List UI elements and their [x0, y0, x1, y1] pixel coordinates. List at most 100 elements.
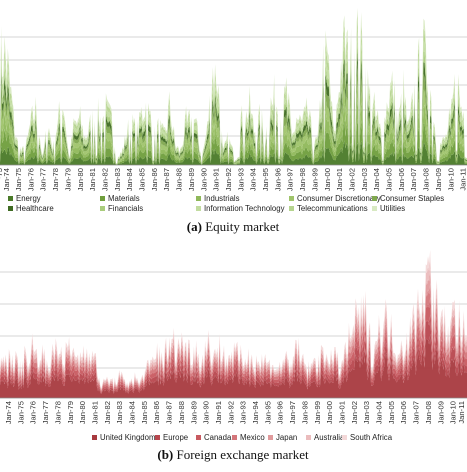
x-tick-label: Jan-09 [434, 168, 443, 191]
legend-swatch [232, 435, 237, 440]
x-tick-label: Jan-05 [385, 168, 394, 191]
x-tick-label: Jan-80 [76, 168, 85, 191]
caption-text: Foreign exchange market [173, 447, 309, 462]
x-tick-label: Jan-84 [125, 168, 134, 191]
legend-swatch [100, 196, 105, 201]
panel-caption: (a) Equity market [187, 219, 280, 234]
legend-item-label: Industrials [204, 194, 240, 203]
caption-letter: (b) [157, 447, 173, 462]
x-tick-label: Jan-98 [300, 401, 309, 424]
x-tick-label: Jan-81 [88, 168, 97, 191]
x-tick-label: Jan-92 [224, 168, 233, 191]
legend-swatch [342, 435, 347, 440]
x-tick-label: Jan-73 [0, 401, 1, 424]
legend-item-label: Japan [276, 433, 297, 442]
x-tick-label: Jan-01 [337, 401, 346, 424]
x-tick-label: Jan-08 [424, 401, 433, 424]
x-tick-label: Jan-00 [325, 401, 334, 424]
x-tick-label: Jan-94 [251, 401, 260, 424]
x-tick-label: Jan-79 [63, 168, 72, 191]
area-series-united-kingdom [0, 333, 467, 398]
x-tick-label: Jan-88 [175, 168, 184, 191]
x-tick-label: Jan-93 [239, 401, 248, 424]
x-tick-label: Jan-10 [446, 168, 455, 191]
legend-item-label: Financials [108, 204, 143, 213]
x-tick-label: Jan-93 [236, 168, 245, 191]
x-tick-label: Jan-79 [66, 401, 75, 424]
legend-swatch [155, 435, 160, 440]
x-tick-label: Jan-90 [202, 401, 211, 424]
x-tick-label: Jan-00 [323, 168, 332, 191]
x-tick-label: Jan-87 [162, 168, 171, 191]
legend-swatch [306, 435, 311, 440]
x-tick-label: Jan-99 [310, 168, 319, 191]
x-tick-label: Jan-10 [449, 401, 458, 424]
chart-panel-fx: Jan-73Jan-11Jan-74Jan-75Jan-76Jan-77Jan-… [0, 250, 467, 462]
area-series-information-technology [0, 26, 467, 165]
x-tick-label: Jan-83 [115, 401, 124, 424]
x-tick-label: Jan-77 [41, 401, 50, 424]
legend-item-label: Energy [16, 194, 41, 203]
area-series-financials [0, 39, 467, 165]
x-tick-label: Jan-90 [199, 168, 208, 191]
x-tick-label: Jan-07 [412, 401, 421, 424]
x-tick-label: Jan-03 [360, 168, 369, 191]
x-tick-label: Jan-89 [189, 401, 198, 424]
x-tick-label: Jan-11 [459, 168, 467, 191]
x-tick-label: Jan-95 [261, 168, 270, 191]
x-tick-label: Jan-86 [152, 401, 161, 424]
legend-item-label: Telecommunications [297, 204, 368, 213]
x-tick-label: Jan-89 [187, 168, 196, 191]
legend: Energy Materials Industrials Consumer Discr… [8, 194, 444, 213]
legend-swatch [196, 196, 201, 201]
legend-item-label: Materials [108, 194, 140, 203]
x-tick-label: Jan-87 [165, 401, 174, 424]
x-tick-label: Jan-74 [4, 401, 13, 424]
x-tick-label: Jan-78 [53, 401, 62, 424]
x-tick-label: Jan-85 [140, 401, 149, 424]
x-tick-label: Jan-99 [313, 401, 322, 424]
x-tick-label: Jan-03 [362, 401, 371, 424]
x-tick-label: Jan-09 [436, 401, 445, 424]
legend: United Kingdom Europe Canada Mexico Japan Aus… [92, 433, 393, 442]
x-tick-label: -73 [0, 168, 4, 179]
legend-item-label: Australia [314, 433, 345, 442]
x-tick-label: Jan-75 [14, 168, 23, 191]
legend-swatch [100, 206, 105, 211]
x-tick-label: Jan-04 [372, 168, 381, 191]
area-series-consumer-staples [0, 63, 467, 165]
legend-swatch [289, 206, 294, 211]
legend-item-label: Healthcare [16, 204, 54, 213]
x-tick-label: Jan-82 [103, 401, 112, 424]
x-tick-label: Jan-06 [397, 168, 406, 191]
x-tick-label: Jan-83 [113, 168, 122, 191]
x-tick-label: Jan-92 [226, 401, 235, 424]
x-tick-label: Jan-08 [422, 168, 431, 191]
x-tick-label: Jan-02 [347, 168, 356, 191]
x-tick-label: Jan-91 [212, 168, 221, 191]
x-tick-label: Jan-84 [128, 401, 137, 424]
x-tick-label: Jan-88 [177, 401, 186, 424]
x-tick-label: Jan-94 [249, 168, 258, 191]
x-tick-label: Jan-85 [138, 168, 147, 191]
legend-swatch [268, 435, 273, 440]
legend-item-label: Utilities [380, 204, 405, 213]
legend-item-label: Information Technology [204, 204, 285, 213]
area-series-healthcare [0, 50, 467, 165]
legend-item-label: Europe [163, 433, 188, 442]
x-tick-label: Jan-75 [16, 401, 25, 424]
legend-item-label: Canada [204, 433, 232, 442]
area-series-europe [0, 314, 467, 394]
x-tick-label: Jan-96 [276, 401, 285, 424]
area-series-energy [0, 140, 467, 165]
x-tick-label: Jan-86 [150, 168, 159, 191]
legend-item-label: South Africa [350, 433, 393, 442]
x-tick-label: Jan-77 [39, 168, 48, 191]
legend-swatch [8, 196, 13, 201]
legend-swatch [372, 196, 377, 201]
x-tick-label: Jan-97 [288, 401, 297, 424]
legend-item-label: Mexico [240, 433, 265, 442]
